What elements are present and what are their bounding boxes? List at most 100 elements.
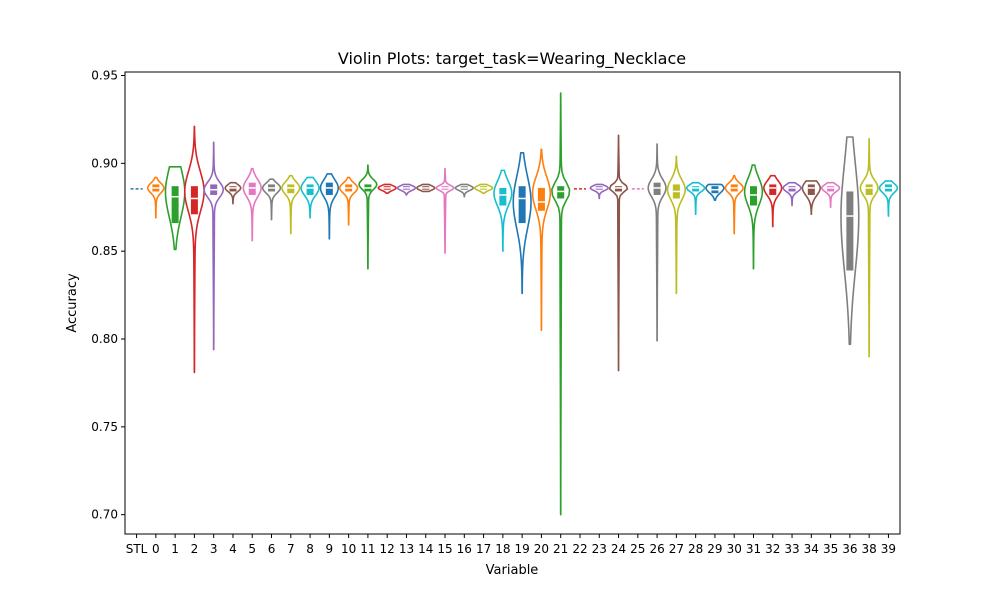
violin-9 (319, 173, 340, 240)
violin-10 (338, 176, 359, 226)
violin-box-35 (827, 186, 835, 192)
chart-title: Violin Plots: target_task=Wearing_Neckla… (338, 49, 686, 69)
violin-outline-28 (685, 181, 706, 216)
x-tick-label: 9 (326, 542, 334, 556)
x-tick-label: 28 (688, 542, 703, 556)
violin-outline-4 (224, 181, 242, 205)
violin-30 (724, 174, 744, 235)
violin-box-38 (865, 184, 873, 195)
x-tick-label: 4 (229, 542, 237, 556)
x-tick-label: 3 (210, 542, 218, 556)
y-tick-label: 0.90 (91, 156, 118, 170)
violin-outline-17 (473, 183, 494, 195)
violin-outline-21 (551, 92, 571, 516)
violin-outline-34 (801, 180, 821, 216)
x-tick-label: 39 (881, 542, 896, 556)
violin-29 (705, 183, 725, 202)
y-tick-label: 0.70 (91, 508, 118, 522)
x-tick-label: 14 (418, 542, 433, 556)
violin-1 (164, 166, 186, 251)
x-tick-label: 17 (476, 542, 491, 556)
violin-24 (608, 134, 629, 372)
violin-outline-24 (608, 134, 629, 372)
violin-box-8 (306, 184, 314, 195)
violin-7 (281, 174, 301, 235)
x-tick-label: 6 (268, 542, 276, 556)
x-tick-label: 38 (862, 542, 877, 556)
violin-box-28 (692, 186, 700, 192)
violin-17 (473, 183, 494, 195)
violin-36 (840, 136, 860, 346)
violin-outline-9 (319, 173, 340, 240)
violin-27 (666, 155, 687, 295)
violin-28 (685, 181, 706, 216)
x-tick-label: 10 (341, 542, 356, 556)
y-tick-label: 0.85 (91, 244, 118, 258)
violin-outline-31 (743, 164, 764, 270)
violin-6 (261, 178, 282, 221)
x-tick-label: 21 (553, 542, 568, 556)
x-tick-label: 5 (248, 542, 256, 556)
violin-box-5 (248, 182, 256, 195)
violins-layer (130, 92, 899, 516)
x-tick-label: 27 (669, 542, 684, 556)
violin-outline-39 (878, 180, 899, 217)
x-tick-label: 24 (611, 542, 626, 556)
violin-box-31 (749, 186, 757, 206)
violin-outline-1 (164, 166, 186, 251)
x-tick-label: 13 (399, 542, 414, 556)
violin-14 (416, 183, 436, 193)
x-tick-label: 36 (842, 542, 857, 556)
violin-2 (183, 125, 205, 374)
violin-outline-10 (338, 176, 359, 226)
x-tick-label: 7 (287, 542, 295, 556)
x-tick-label: 32 (765, 542, 780, 556)
violin-box-32 (769, 184, 777, 195)
violin-4 (224, 181, 242, 205)
x-tick-label: 29 (707, 542, 722, 556)
violin-outline-19 (512, 152, 532, 295)
violin-8 (300, 176, 320, 219)
violin-39 (878, 180, 899, 217)
x-tick-label: 11 (360, 542, 375, 556)
violin-outline-26 (647, 143, 667, 342)
x-tick-label: 35 (823, 542, 838, 556)
x-tick-label: 26 (649, 542, 664, 556)
violin-outline-12 (377, 183, 397, 195)
violin-outline-35 (820, 181, 841, 209)
violin-34 (801, 180, 821, 216)
violin-11 (358, 164, 378, 270)
violin-outline-36 (840, 136, 860, 346)
violin-box-36 (846, 191, 854, 271)
violin-box-34 (807, 184, 815, 195)
violin-outline-5 (242, 167, 262, 242)
x-tick-label: 15 (437, 542, 452, 556)
violin-outline-20 (531, 148, 552, 332)
violin-0 (146, 176, 165, 219)
violin-18 (493, 169, 513, 252)
violin-outline-8 (300, 176, 320, 219)
violin-box-33 (788, 186, 796, 192)
x-tick-label: 30 (727, 542, 742, 556)
violin-box-2 (190, 186, 198, 215)
x-tick-label: 8 (306, 542, 314, 556)
violin-outline-18 (493, 169, 513, 252)
x-tick-label: 34 (804, 542, 819, 556)
x-tick-label: 0 (152, 542, 160, 556)
violin-31 (743, 164, 764, 270)
x-tick-label: 1 (171, 542, 179, 556)
y-axis-label: Accuracy (65, 273, 80, 333)
violin-outline-0 (146, 176, 165, 219)
violin-16 (454, 183, 474, 198)
y-tick-label: 0.95 (91, 69, 118, 83)
violin-outline-3 (203, 141, 225, 351)
violin-outline-15 (435, 167, 455, 254)
violin-33 (782, 181, 802, 207)
x-tick-label: 23 (592, 542, 607, 556)
x-axis-label: Variable (486, 563, 539, 578)
violin-38 (859, 137, 879, 358)
x-tick-label: 2 (191, 542, 199, 556)
violin-35 (820, 181, 841, 209)
violin-box-7 (287, 184, 295, 194)
